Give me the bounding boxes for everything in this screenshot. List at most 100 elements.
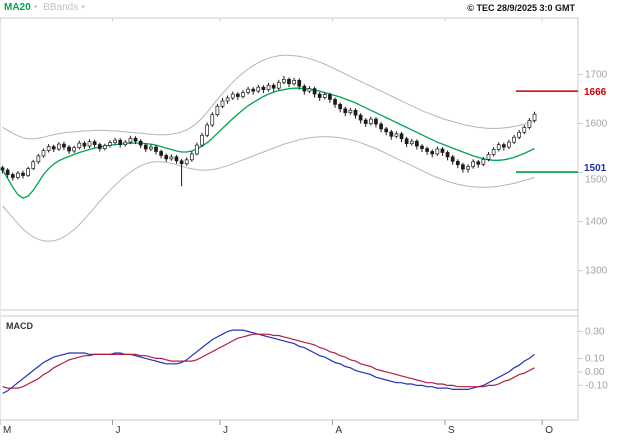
candle-body	[51, 146, 56, 150]
chevron-down-icon: ▾	[33, 4, 38, 11]
price-axis-label: 1400	[585, 217, 608, 228]
candle-body	[348, 109, 353, 114]
candle-body	[415, 140, 419, 147]
chevron-down-icon: ▾	[81, 4, 85, 11]
candle-body	[507, 141, 511, 148]
x-axis-label: M	[3, 425, 11, 436]
candle-body	[461, 164, 465, 170]
candle-body	[491, 149, 496, 155]
candle-body	[215, 105, 220, 116]
chart-header: MA20 ▾ BBands ▾ © TEC 28/9/2025 3:0 GMT	[0, 0, 627, 18]
candle-body	[67, 146, 71, 152]
candle-body	[184, 159, 189, 165]
legend-item-bbands[interactable]: BBands ▾	[43, 2, 85, 13]
candle-body	[374, 118, 378, 125]
candle-body	[440, 148, 445, 153]
indicator-legend: MA20 ▾ BBands ▾	[4, 2, 85, 13]
macd-line	[2, 329, 535, 394]
x-axis-label: J	[116, 425, 121, 436]
candle-body	[31, 161, 36, 170]
candle-body	[363, 119, 368, 124]
candle-body	[230, 93, 235, 99]
candle-body	[41, 150, 46, 157]
candle-body	[399, 133, 404, 140]
candle-body	[159, 151, 163, 156]
ma20-line	[2, 87, 535, 199]
candle-body	[368, 118, 373, 124]
price-axis-label: 1600	[585, 119, 608, 130]
candle-body	[138, 140, 143, 146]
candle-body	[394, 133, 399, 137]
price-axis-label: 1300	[585, 266, 608, 277]
candle-body	[496, 144, 501, 150]
candle-body	[476, 161, 481, 165]
macd-axis-label: -0.10	[585, 380, 608, 391]
candle-body	[425, 148, 429, 152]
candle-body	[200, 134, 204, 146]
candle-body	[179, 160, 184, 165]
candle-body	[353, 109, 358, 116]
candle-body	[225, 97, 230, 102]
candle-body	[455, 160, 460, 166]
candle-body	[379, 123, 383, 130]
macd-panel-title: MACD	[6, 321, 33, 331]
candle-body	[46, 146, 51, 151]
candle-body	[87, 141, 92, 147]
candle-body	[103, 145, 107, 149]
candle-body	[210, 114, 215, 126]
candle-body	[133, 137, 138, 142]
candle-body	[481, 158, 486, 165]
candle-body	[409, 140, 414, 144]
candle-body	[435, 148, 440, 155]
candle-body	[235, 93, 240, 97]
candle-body	[297, 79, 302, 87]
candle-body	[195, 144, 199, 155]
bollinger-upper-line	[2, 54, 535, 140]
resistance-level-label: 1666	[584, 87, 607, 98]
bbands-legend-label: BBands	[43, 2, 79, 13]
candle-body	[307, 88, 312, 92]
candle-body	[517, 131, 522, 138]
candle-body	[266, 84, 271, 91]
candle-body	[241, 92, 245, 97]
candle-body	[271, 84, 276, 89]
candle-body	[358, 114, 363, 121]
candle-body	[246, 88, 250, 93]
candle-body	[143, 144, 148, 150]
candle-body	[420, 145, 424, 149]
price-axis-label: 1500	[585, 175, 608, 186]
candle-body	[256, 86, 261, 92]
macd-signal-line	[2, 333, 535, 389]
candle-body	[149, 146, 153, 150]
candle-body	[123, 141, 128, 145]
copyright-text: © TEC 28/9/2025 3:0 GMT	[467, 3, 575, 13]
x-axis-label: S	[448, 425, 455, 436]
candle-body	[312, 88, 317, 95]
candle-body	[532, 113, 537, 121]
candle-body	[389, 131, 394, 137]
macd-axis-label: 0.10	[585, 353, 605, 364]
candle-body	[72, 147, 77, 152]
candle-body	[328, 94, 332, 100]
candle-body	[404, 138, 409, 144]
candle-body	[220, 100, 225, 107]
candle-body	[36, 155, 41, 163]
candle-body	[522, 127, 527, 133]
candle-body	[189, 153, 194, 161]
candle-body	[292, 79, 296, 85]
candle-body	[322, 94, 327, 98]
candle-body	[261, 86, 266, 91]
candle-body	[333, 99, 337, 105]
candle-body	[92, 141, 97, 145]
macd-axis-label: 0.00	[585, 367, 605, 378]
legend-item-ma20[interactable]: MA20 ▾	[4, 2, 37, 13]
candle-body	[82, 142, 87, 147]
candle-body	[282, 78, 286, 83]
candle-body	[317, 93, 322, 98]
candle-body	[501, 144, 506, 148]
candle-body	[62, 143, 66, 148]
candle-body	[174, 156, 179, 162]
x-axis-label: A	[335, 425, 342, 436]
